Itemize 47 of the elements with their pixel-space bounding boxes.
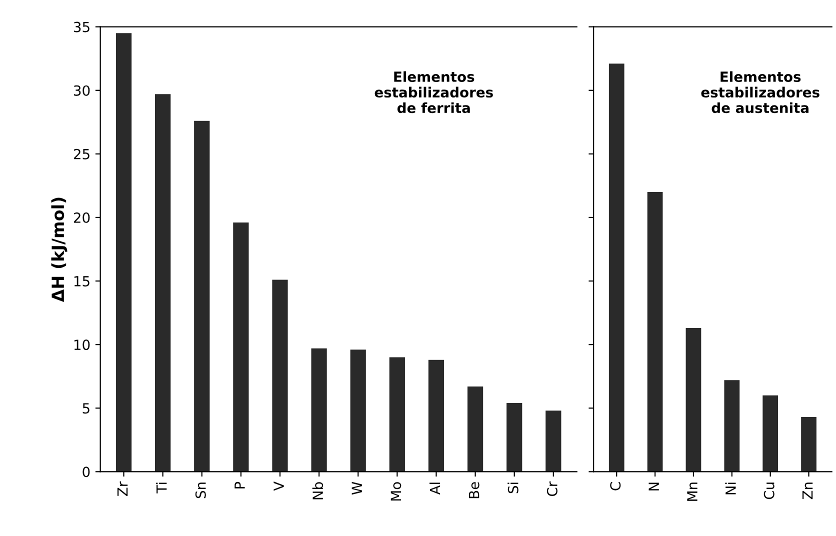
x-tick-label: C <box>610 482 621 490</box>
bar <box>506 403 522 472</box>
bar <box>647 192 663 472</box>
x-tick-label: Sn <box>195 482 206 498</box>
x-tick-label: Mo <box>390 482 402 501</box>
bar <box>608 64 624 472</box>
bar <box>194 120 210 472</box>
bar <box>389 357 405 472</box>
bar <box>428 360 444 472</box>
annotation: Elementos estabilizadores de ferrita <box>374 71 493 114</box>
y-tick-label: 0 <box>82 466 90 478</box>
bar <box>233 222 249 472</box>
bar <box>272 280 288 472</box>
bar <box>311 348 327 472</box>
y-tick-label: 5 <box>82 403 90 414</box>
x-tick-label: Be <box>468 482 480 498</box>
bar <box>801 417 816 472</box>
bar <box>350 350 366 472</box>
x-tick-label: Zr <box>117 481 128 496</box>
x-tick-label: Al <box>430 482 440 495</box>
bar <box>724 380 740 472</box>
y-axis-title: ΔH (kJ/mol) <box>51 198 68 302</box>
x-tick-label: Mn <box>687 482 698 501</box>
bar <box>762 395 778 472</box>
bar <box>155 94 171 472</box>
x-tick-label: Ni <box>725 482 736 494</box>
y-tick-label: 20 <box>74 212 90 223</box>
annotation: Elementos estabilizadores de austenita <box>701 71 820 114</box>
x-tick-label: Cu <box>764 482 774 500</box>
x-tick-label: Nb <box>312 482 324 500</box>
y-tick-label: 35 <box>74 22 90 32</box>
x-tick-label: Cr <box>546 481 558 496</box>
bar <box>467 386 484 472</box>
x-tick-label: Si <box>508 482 518 494</box>
x-tick-label: P <box>234 482 245 488</box>
x-tick-label: Zn <box>802 482 813 500</box>
bar <box>116 33 132 472</box>
x-tick-label: Ti <box>156 482 167 494</box>
x-tick-label: W <box>352 482 362 495</box>
x-tick-label: N <box>648 482 659 490</box>
x-tick-label: V <box>274 482 284 491</box>
bar <box>686 328 702 472</box>
y-tick-label: 30 <box>74 85 90 96</box>
y-tick-label: 15 <box>74 276 90 286</box>
y-tick-label: 10 <box>74 340 90 350</box>
bar <box>546 410 562 472</box>
y-tick-label: 25 <box>74 148 90 160</box>
